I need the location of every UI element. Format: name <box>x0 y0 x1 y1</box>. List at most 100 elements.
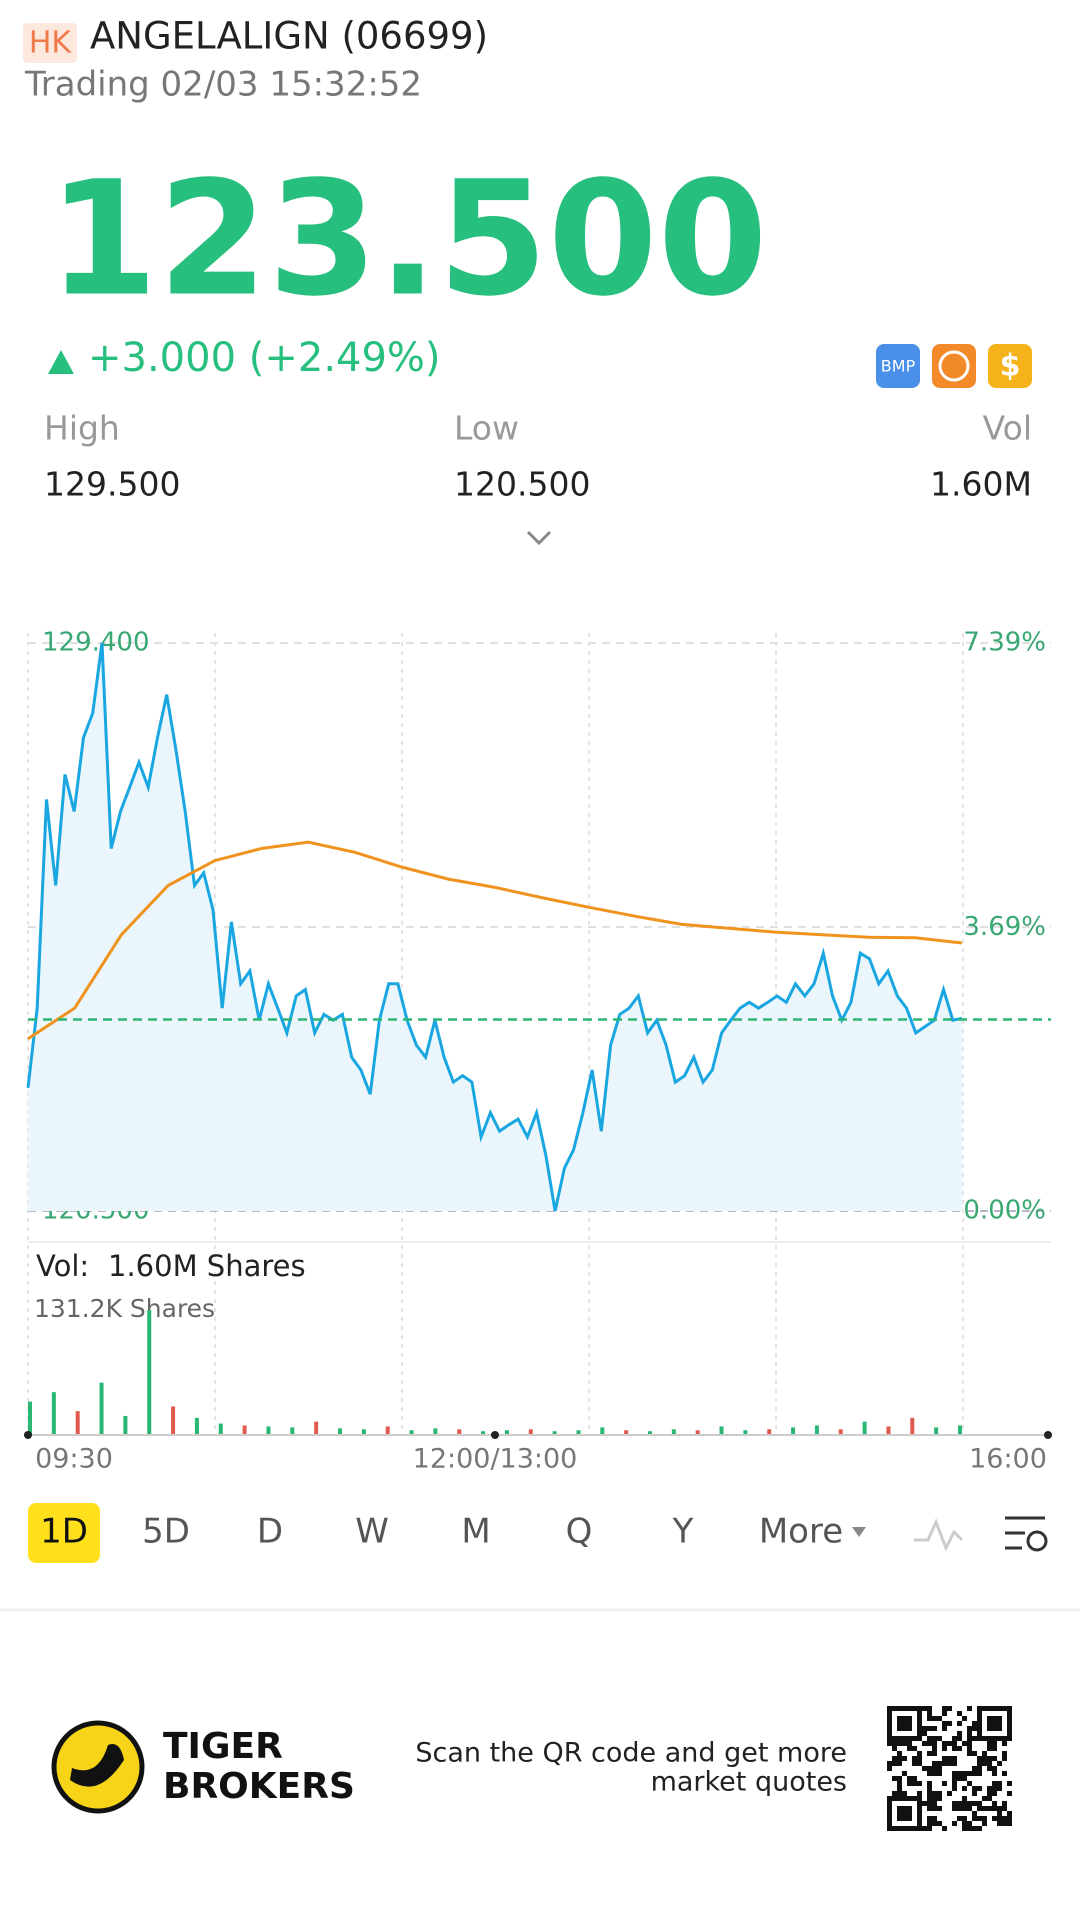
qr-cell <box>967 1746 972 1751</box>
qr-cell <box>947 1761 952 1766</box>
qr-cell <box>917 1721 922 1726</box>
qr-cell <box>977 1711 982 1716</box>
tab[interactable]: Q <box>566 1512 593 1552</box>
qr-cell <box>897 1816 902 1821</box>
qr-cell <box>977 1761 982 1766</box>
qr-cell <box>927 1706 932 1711</box>
qr-cell <box>972 1721 977 1726</box>
qr-cell <box>922 1731 927 1736</box>
qr-cell <box>972 1811 977 1816</box>
qr-cell <box>947 1706 952 1711</box>
qr-cell <box>987 1716 992 1721</box>
qr-cell <box>962 1741 967 1746</box>
chart-icon[interactable] <box>932 344 976 388</box>
qr-cell <box>932 1771 937 1776</box>
qr-cell <box>922 1726 927 1731</box>
volume-total: 1.60M Shares <box>108 1249 306 1283</box>
volume-bar <box>862 1421 867 1435</box>
qr-cell <box>902 1826 907 1831</box>
volume-bar <box>504 1430 509 1435</box>
qr-cell <box>992 1816 997 1821</box>
tab[interactable]: Y <box>672 1512 694 1552</box>
qr-cell <box>972 1801 977 1806</box>
qr-cell <box>1007 1811 1012 1816</box>
tab[interactable]: 5D <box>142 1512 190 1552</box>
expand-chevron[interactable] <box>526 530 552 546</box>
qr-cell <box>897 1726 902 1731</box>
stat-label: Vol <box>983 409 1032 448</box>
tab[interactable]: W <box>355 1512 389 1552</box>
qr-cell <box>977 1736 982 1741</box>
qr-cell <box>987 1741 992 1746</box>
qr-cell <box>1002 1741 1007 1746</box>
qr-cell <box>932 1726 937 1731</box>
stat-value: 129.500 <box>44 465 180 504</box>
qr-cell <box>917 1811 922 1816</box>
qr-cell <box>987 1746 992 1751</box>
bmp-icon[interactable] <box>876 344 920 388</box>
volume-bar <box>838 1429 843 1435</box>
stat-label: High <box>44 409 120 448</box>
qr-cell <box>892 1756 897 1761</box>
qr-cell <box>907 1706 912 1711</box>
dollar-icon[interactable] <box>988 344 1032 388</box>
qr-cell <box>907 1741 912 1746</box>
tab[interactable]: More <box>759 1512 843 1552</box>
change: +3.000 (+2.49%) <box>88 335 441 381</box>
volume-bar <box>624 1430 629 1435</box>
qr-cell <box>917 1796 922 1801</box>
qr-cell <box>902 1721 907 1726</box>
qr-cell <box>927 1771 932 1776</box>
qr-cell <box>997 1721 1002 1726</box>
qr-cell <box>972 1826 977 1831</box>
title: ANGELALIGN (06699) <box>90 15 488 58</box>
footer-note: market quotes <box>651 1767 847 1798</box>
qr-cell <box>932 1791 937 1796</box>
qr-cell <box>902 1736 907 1741</box>
qr-cell <box>967 1706 972 1711</box>
volume-tick-label: 131.2K Shares <box>34 1294 215 1323</box>
tab[interactable]: M <box>461 1512 490 1552</box>
qr-cell <box>892 1746 897 1751</box>
qr-cell <box>887 1706 892 1711</box>
indicator-icon[interactable] <box>914 1518 964 1552</box>
volume-bar <box>719 1426 724 1435</box>
qr-cell <box>887 1826 892 1831</box>
x-tick-label: 12:00/13:00 <box>413 1444 578 1475</box>
qr-cell <box>932 1806 937 1811</box>
qr-cell <box>997 1761 1002 1766</box>
qr-cell <box>897 1736 902 1741</box>
qr-cell <box>942 1826 947 1831</box>
qr-cell <box>977 1786 982 1791</box>
qr-cell <box>942 1756 947 1761</box>
qr-cell <box>897 1756 902 1761</box>
qr-cell <box>942 1781 947 1786</box>
qr-cell <box>897 1706 902 1711</box>
tab[interactable]: D <box>257 1512 283 1552</box>
qr-cell <box>982 1806 987 1811</box>
tab[interactable]: 1D <box>40 1512 88 1552</box>
settings-icon[interactable] <box>1005 1516 1045 1550</box>
volume-bar <box>910 1417 915 1435</box>
qr-cell <box>887 1711 892 1716</box>
qr-cell <box>982 1816 987 1821</box>
qr-cell <box>962 1806 967 1811</box>
qr-cell <box>917 1706 922 1711</box>
qr-cell <box>997 1736 1002 1741</box>
qr-cell <box>892 1796 897 1801</box>
qr-cell <box>972 1736 977 1741</box>
qr-cell <box>927 1726 932 1731</box>
logo-mark <box>70 1744 124 1787</box>
y-tick-label: 129.400 <box>42 628 150 658</box>
qr-cell <box>922 1766 927 1771</box>
qr-cell <box>917 1806 922 1811</box>
volume-bar <box>99 1382 104 1435</box>
qr-cell <box>887 1816 892 1821</box>
qr-cell <box>957 1736 962 1741</box>
qr-cell <box>957 1746 962 1751</box>
qr-cell <box>942 1711 947 1716</box>
qr-cell <box>907 1736 912 1741</box>
qr-cell <box>912 1746 917 1751</box>
qr-cell <box>972 1766 977 1771</box>
qr-cell <box>967 1741 972 1746</box>
